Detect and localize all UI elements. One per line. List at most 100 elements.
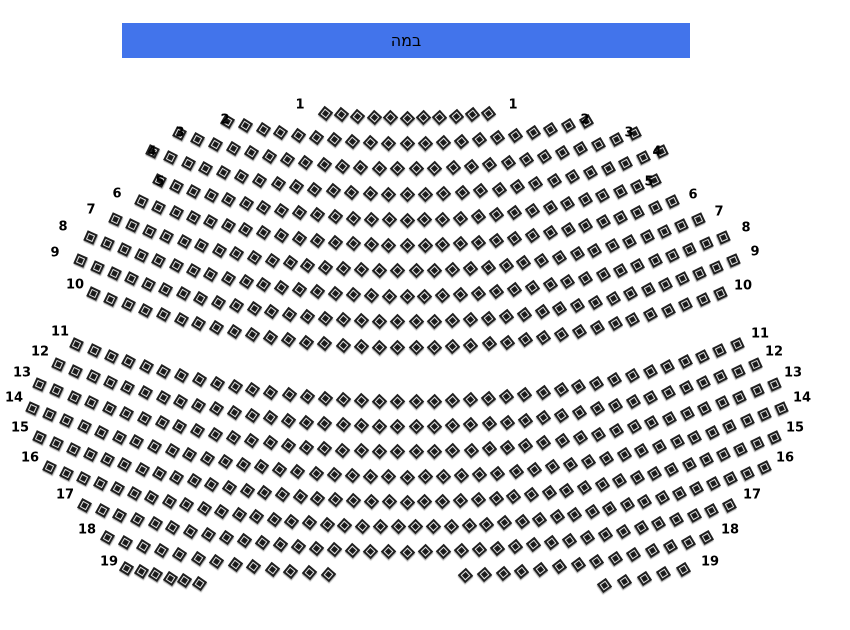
seat-row-12[interactable] <box>335 417 351 433</box>
seat-row-1[interactable] <box>399 110 415 126</box>
seat-row-5[interactable] <box>381 212 397 228</box>
seat-row-10[interactable] <box>353 338 370 355</box>
seat-row-9[interactable] <box>480 310 496 327</box>
seat-row-11[interactable] <box>227 379 243 395</box>
seat-row-10[interactable] <box>262 329 279 346</box>
seat-row-15[interactable] <box>766 430 782 446</box>
seat-row-6[interactable] <box>381 237 397 254</box>
seat-row-11[interactable] <box>299 389 315 405</box>
seat-row-16[interactable] <box>337 517 353 534</box>
seat-row-14[interactable] <box>774 401 789 416</box>
seat-row-9[interactable] <box>658 276 673 292</box>
seat-row-9[interactable] <box>210 294 227 310</box>
seat-row-17[interactable] <box>597 526 614 543</box>
seat-row-9[interactable] <box>709 259 725 275</box>
seat-row-15[interactable] <box>399 494 415 510</box>
seat-row-16[interactable] <box>408 519 424 535</box>
seat-row-13[interactable] <box>444 443 461 459</box>
seat-row-13[interactable] <box>262 435 278 451</box>
seat-row-15[interactable] <box>749 436 765 452</box>
seat-row-6[interactable] <box>151 199 167 215</box>
seat-row-15[interactable] <box>310 490 326 507</box>
seat-row-11[interactable] <box>69 337 85 353</box>
seat-row-15[interactable] <box>698 452 714 468</box>
seat-row-16[interactable] <box>196 500 212 516</box>
seat-row-7[interactable] <box>246 249 263 265</box>
seat-row-5[interactable] <box>327 209 343 225</box>
seat-row-6[interactable] <box>309 232 325 249</box>
seat-row-10[interactable] <box>426 339 443 355</box>
seat-row-7[interactable] <box>124 218 140 233</box>
seat-row-12[interactable] <box>589 401 606 417</box>
seat-row-15[interactable] <box>733 442 748 457</box>
seat-row-13[interactable] <box>335 442 351 458</box>
seat-row-13[interactable] <box>101 400 117 416</box>
seat-row-6[interactable] <box>273 228 290 244</box>
seat-row-1[interactable] <box>415 110 432 126</box>
seat-row-16[interactable] <box>740 466 755 481</box>
seat-row-17[interactable] <box>77 497 93 513</box>
seat-row-16[interactable] <box>461 517 477 534</box>
seat-row-9[interactable] <box>372 313 388 330</box>
seat-row-12[interactable] <box>553 407 570 423</box>
seat-row-4[interactable] <box>582 165 598 181</box>
seat-row-12[interactable] <box>68 363 84 379</box>
seat-row-9[interactable] <box>726 253 742 269</box>
seat-row-5[interactable] <box>309 207 325 223</box>
seat-row-7[interactable] <box>657 223 672 239</box>
seat-row-4[interactable] <box>288 178 305 195</box>
seat-row-9[interactable] <box>123 271 139 287</box>
seat-row-16[interactable] <box>549 509 566 525</box>
seat-row-15[interactable] <box>204 476 220 492</box>
seat-row-16[interactable] <box>144 489 160 505</box>
seat-row-14[interactable] <box>616 446 632 463</box>
seat-row-17[interactable] <box>200 526 217 543</box>
seat-row-2[interactable] <box>255 121 271 137</box>
seat-row-6[interactable] <box>345 235 361 252</box>
seat-row-7[interactable] <box>462 260 478 277</box>
seat-row-4[interactable] <box>380 186 397 203</box>
seat-row-8[interactable] <box>151 253 167 269</box>
seat-row-9[interactable] <box>300 308 316 325</box>
seat-row-19[interactable] <box>636 570 652 586</box>
seat-row-9[interactable] <box>89 259 105 275</box>
seat-row-17[interactable] <box>686 507 702 523</box>
seat-row-11[interactable] <box>660 359 676 375</box>
seat-row-11[interactable] <box>677 354 693 370</box>
seat-row-18[interactable] <box>551 559 568 575</box>
seat-row-7[interactable] <box>159 228 175 244</box>
seat-row-6[interactable] <box>203 214 219 230</box>
seat-row-12[interactable] <box>463 417 479 433</box>
seat-row-18[interactable] <box>99 529 115 546</box>
seat-row-8[interactable] <box>220 270 237 286</box>
seat-row-17[interactable] <box>489 540 506 557</box>
seat-row-4[interactable] <box>600 160 616 176</box>
seat-row-5[interactable] <box>453 210 469 226</box>
seat-row-9[interactable] <box>228 298 244 314</box>
seat-row-8[interactable] <box>185 262 202 278</box>
seat-row-12[interactable] <box>103 374 118 390</box>
seat-row-8[interactable] <box>542 277 558 293</box>
seat-row-9[interactable] <box>390 314 406 330</box>
seat-row-17[interactable] <box>362 543 379 560</box>
seat-row-5[interactable] <box>560 196 576 212</box>
seat-row-16[interactable] <box>637 493 653 509</box>
seat-row-11[interactable] <box>317 390 333 407</box>
seat-row-12[interactable] <box>517 412 534 428</box>
seat-row-5[interactable] <box>595 188 611 204</box>
seat-row-8[interactable] <box>524 279 541 296</box>
seat-row-1[interactable] <box>350 108 366 125</box>
seat-row-10[interactable] <box>607 316 623 332</box>
seat-row-13[interactable] <box>749 383 765 399</box>
seat-row-8[interactable] <box>203 266 219 282</box>
seat-row-9[interactable] <box>246 301 262 317</box>
seat-row-12[interactable] <box>696 374 711 390</box>
seat-row-9[interactable] <box>317 310 334 327</box>
seat-row-14[interactable] <box>111 429 127 445</box>
seat-row-7[interactable] <box>639 228 655 244</box>
seat-row-19[interactable] <box>596 577 613 594</box>
seat-row-8[interactable] <box>309 284 326 300</box>
seat-row-7[interactable] <box>372 262 388 279</box>
seat-row-11[interactable] <box>695 349 710 364</box>
seat-row-8[interactable] <box>577 270 594 286</box>
